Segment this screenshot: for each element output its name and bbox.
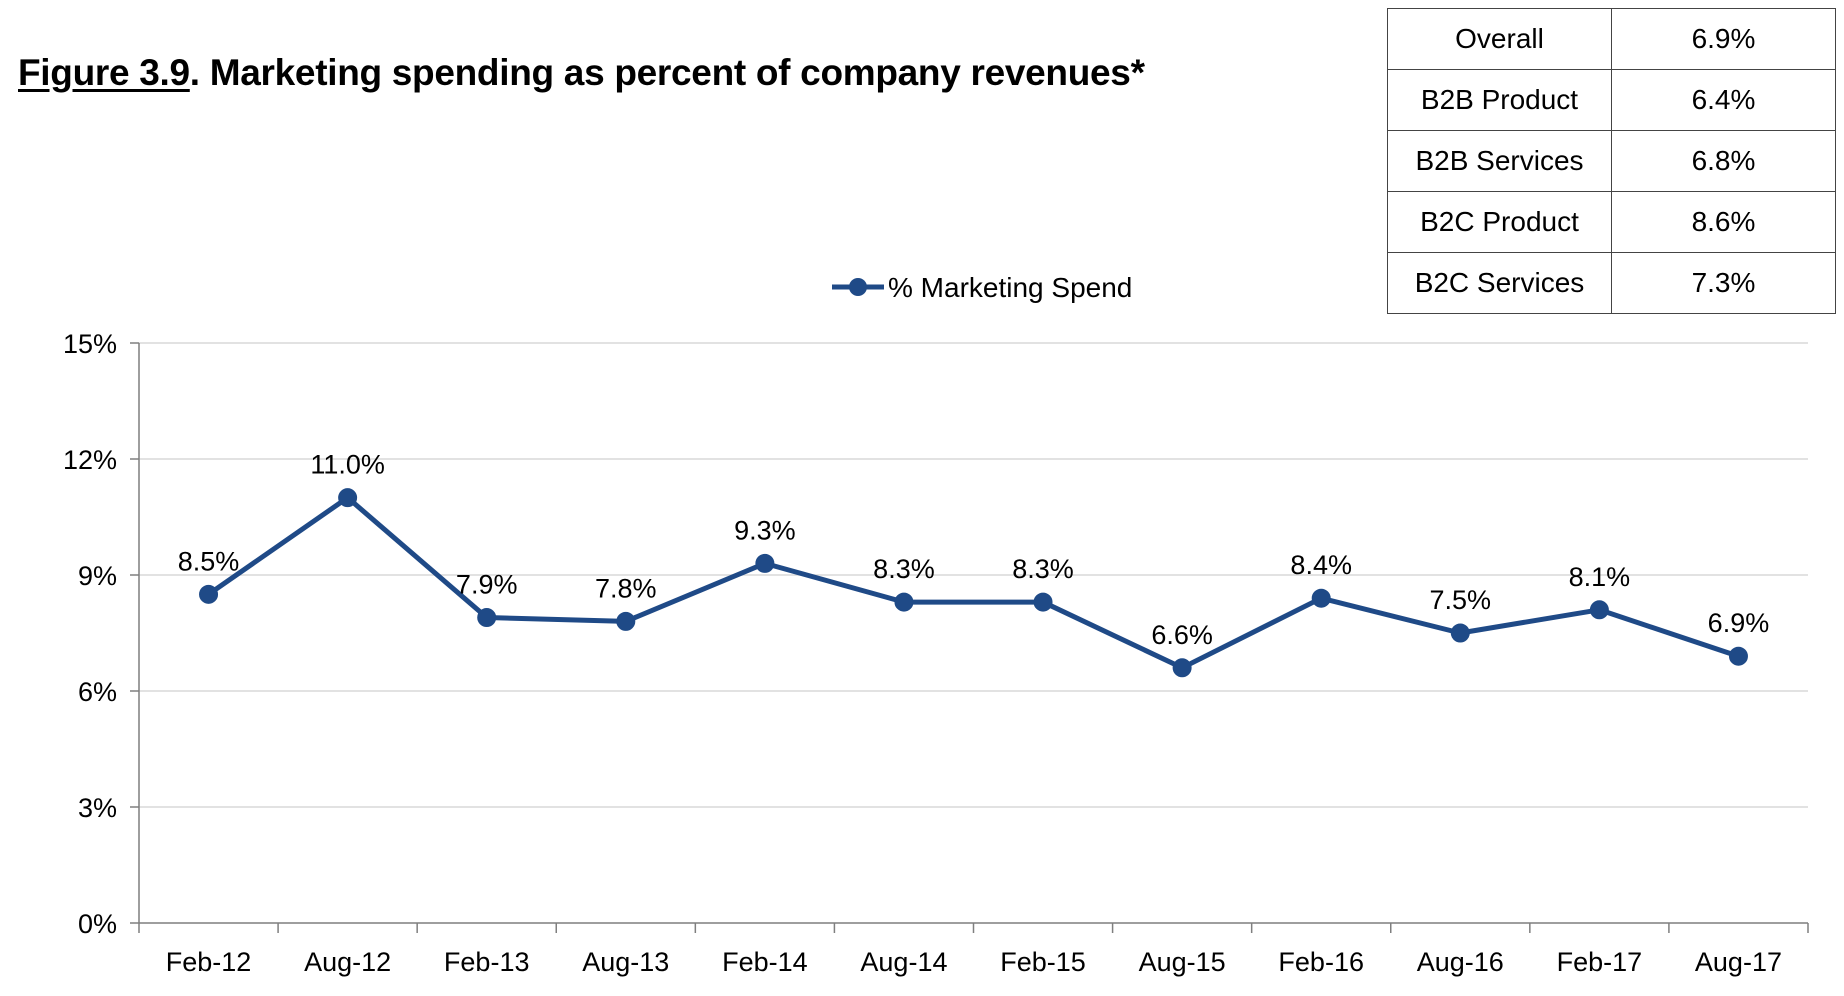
summary-row: B2C Services 7.3%: [1387, 252, 1836, 314]
figure-number: Figure 3.9: [18, 52, 190, 93]
x-tick-label: Aug-17: [1695, 947, 1782, 977]
x-tick-label: Aug-14: [860, 947, 947, 977]
data-label: 11.0%: [310, 450, 385, 480]
x-tick-label: Feb-12: [166, 947, 252, 977]
x-tick-label: Aug-12: [304, 947, 391, 977]
y-tick-label: 6%: [78, 677, 117, 707]
data-label: 7.5%: [1430, 585, 1492, 615]
data-point: [1172, 658, 1192, 678]
summary-value: 6.9%: [1611, 8, 1836, 70]
figure-title: Figure 3.9. Marketing spending as percen…: [18, 52, 1145, 94]
data-point: [1450, 623, 1470, 643]
summary-value: 6.8%: [1611, 130, 1836, 192]
data-point: [477, 608, 497, 628]
data-point: [1033, 592, 1053, 612]
data-point: [1728, 646, 1748, 666]
data-label: 8.3%: [873, 554, 935, 584]
data-label: 9.3%: [734, 515, 796, 545]
summary-row: B2C Product 8.6%: [1387, 191, 1836, 253]
data-label: 7.8%: [595, 573, 657, 603]
data-point: [1311, 588, 1331, 608]
x-tick-label: Feb-17: [1557, 947, 1643, 977]
summary-value: 8.6%: [1611, 191, 1836, 253]
x-tick-label: Feb-13: [444, 947, 530, 977]
y-tick-label: 3%: [78, 793, 117, 823]
summary-category: B2B Services: [1387, 130, 1612, 192]
y-tick-label: 15%: [63, 329, 117, 359]
data-label: 6.6%: [1151, 620, 1213, 650]
summary-category: Overall: [1387, 8, 1612, 70]
x-tick-label: Aug-15: [1139, 947, 1226, 977]
data-label: 8.3%: [1012, 554, 1074, 584]
summary-category: B2C Services: [1387, 252, 1612, 314]
summary-category: B2B Product: [1387, 69, 1612, 131]
data-label: 8.4%: [1290, 550, 1352, 580]
summary-table: Overall 6.9% B2B Product 6.4% B2B Servic…: [1387, 8, 1836, 314]
x-tick-label: Aug-13: [582, 947, 669, 977]
summary-value: 7.3%: [1611, 252, 1836, 314]
legend: % Marketing Spend: [832, 272, 1132, 303]
y-tick-label: 9%: [78, 561, 117, 591]
summary-row: B2B Services 6.8%: [1387, 130, 1836, 192]
x-tick-label: Feb-16: [1278, 947, 1364, 977]
data-point: [616, 611, 636, 631]
legend-marker-swatch: [849, 278, 867, 296]
series-marketing-spend: [199, 488, 1748, 678]
axes: 0% 3% 6% 9% 12% 15% Feb-12 Aug-12 Feb-13 Aug-13 Fe…: [63, 329, 1809, 977]
data-point: [1589, 600, 1609, 620]
series-line: [206, 495, 1741, 671]
data-label: 8.1%: [1569, 562, 1631, 592]
data-label: 6.9%: [1708, 608, 1770, 638]
legend-label: % Marketing Spend: [888, 272, 1132, 303]
y-tick-label: 12%: [63, 445, 117, 475]
x-tick-label: Aug-16: [1417, 947, 1504, 977]
data-point: [338, 488, 358, 508]
data-label: 8.5%: [178, 546, 240, 576]
data-point: [755, 553, 775, 573]
y-tick-label: 0%: [78, 909, 117, 939]
data-point: [199, 584, 219, 604]
gridlines: [139, 342, 1808, 808]
x-tick-label: Feb-14: [722, 947, 808, 977]
figure-title-text: . Marketing spending as percent of compa…: [189, 52, 1145, 93]
summary-row: Overall 6.9%: [1387, 8, 1836, 70]
data-point: [894, 592, 914, 612]
data-label: 7.9%: [456, 570, 518, 600]
data-labels: 8.5% 11.0% 7.9% 7.8% 9.3% 8.3% 8.3% 6.6% 8.4% 7.5…: [178, 450, 1769, 650]
x-tick-label: Feb-15: [1000, 947, 1086, 977]
